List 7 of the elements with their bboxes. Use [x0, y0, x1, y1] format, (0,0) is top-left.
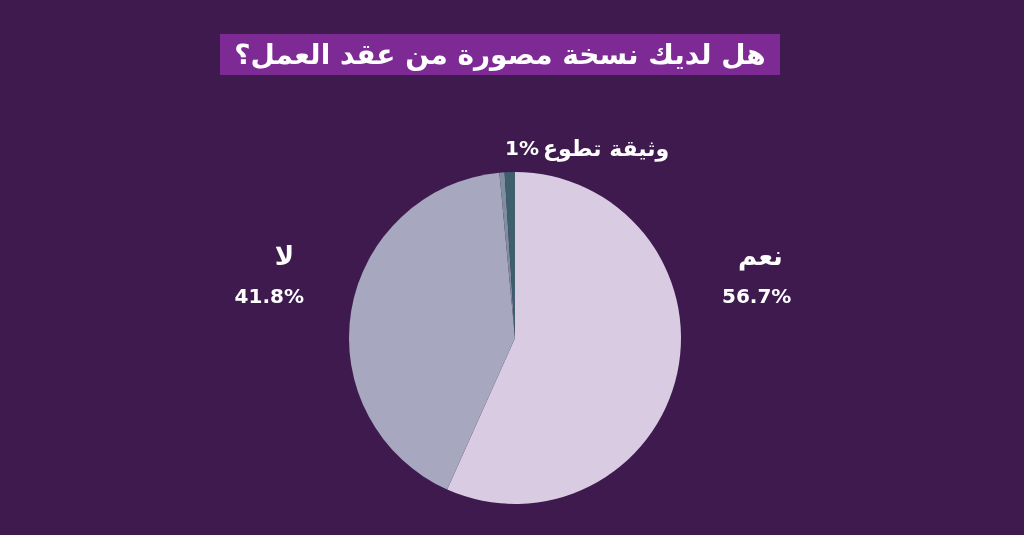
slice-label: وثيقة تطوع — [543, 135, 670, 162]
chart-title: هل لديك نسخة مصورة من عقد العمل؟ — [220, 34, 780, 75]
data-label: 1% — [505, 136, 539, 161]
data-label: 56.7% — [722, 284, 792, 309]
slice-label: لا — [274, 240, 294, 271]
data-label: 41.8% — [234, 284, 304, 309]
slice-label: نعم — [738, 240, 783, 271]
